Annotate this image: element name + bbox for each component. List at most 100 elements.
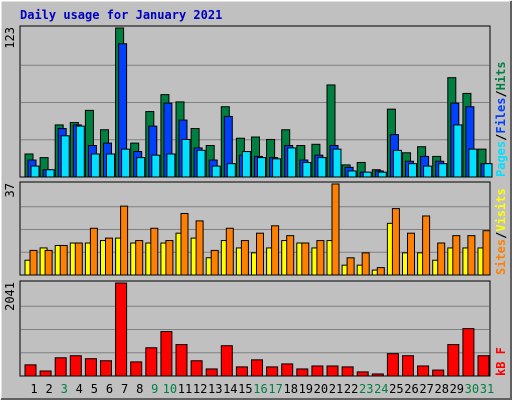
legend: Sites/Visits [494,188,508,275]
bar [347,170,357,178]
x-tick-label: 29 [450,382,464,396]
bar [196,149,206,178]
bar [69,355,82,377]
bar [402,355,414,377]
bar [225,227,234,276]
bar [452,235,461,276]
bar [286,235,295,276]
y-tick-label: 37 [3,183,17,197]
bar [60,135,70,178]
bar [362,171,372,178]
bar [391,208,400,276]
bar [241,151,251,178]
bar [346,257,355,276]
bar [84,358,97,377]
x-tick-label: 5 [91,382,98,396]
x-tick-label: 7 [121,382,128,396]
bar [256,232,264,276]
bar [468,148,478,178]
x-tick-label: 15 [238,382,252,396]
bar [331,183,340,276]
bar [408,163,417,178]
bar [417,365,430,377]
bar [332,148,342,178]
x-tick-label: 21 [329,382,343,396]
bar [251,359,263,377]
y-tick-label: 2041 [3,282,17,311]
bar [90,153,100,178]
x-tick-label: 27 [419,382,433,396]
bar [311,365,324,377]
bar [150,227,159,276]
bar [100,360,112,377]
x-tick-label: 14 [223,382,237,396]
x-tick-label: 3 [61,382,68,396]
bar [377,171,387,178]
x-tick-label: 20 [314,382,328,396]
bar [44,249,53,276]
bar [301,242,310,276]
bar [356,371,369,377]
x-tick-label: 25 [389,382,403,396]
bar [437,242,446,276]
bar [240,240,249,276]
x-tick-label: 6 [106,382,113,396]
bar [376,267,385,276]
legend-entry: Visits [494,188,508,231]
bar [45,169,55,178]
x-tick-label: 11 [178,382,192,396]
bar [160,331,173,377]
bar [210,249,219,276]
bar [296,368,309,377]
bar [462,328,475,377]
bar [166,153,176,178]
x-tick-label: 18 [283,382,297,396]
x-tick-label: 31 [480,382,494,396]
bar [392,149,402,178]
bar [226,163,236,178]
x-tick-label: 22 [344,382,358,396]
bar [190,360,203,377]
bar [74,242,83,276]
bar [341,366,354,377]
legend: Pages/Files/Hits [494,61,508,177]
bar [136,157,146,178]
x-tick-label: 30 [465,382,479,396]
bar [477,355,490,377]
bar [89,227,98,276]
bar [482,230,491,276]
bar [302,161,312,178]
x-tick-label: 10 [163,382,177,396]
bar [205,368,218,377]
x-tick-label: 16 [253,382,267,396]
bar [438,163,448,178]
bar [115,282,128,377]
bar [371,373,384,377]
x-tick-label: 28 [434,382,448,396]
bar [59,244,68,276]
bar [29,249,38,276]
bar [39,370,52,377]
bar [483,163,493,178]
legend-entry: Files [494,98,508,134]
x-tick-label: 13 [208,382,222,396]
bar [423,165,433,178]
legend-separator: / [494,134,508,141]
bar [271,225,280,276]
bar [235,366,248,377]
bar [432,369,445,377]
bar [195,220,204,276]
bar [361,252,370,276]
bar [467,235,476,276]
x-tick-label: 4 [76,382,83,396]
bar [453,124,463,178]
bar [407,232,415,276]
chart-title: Daily usage for January 2021 [20,8,222,22]
x-tick-label: 2 [45,382,52,396]
x-tick-label: 19 [299,382,313,396]
bar [30,165,40,178]
bar [106,153,115,178]
